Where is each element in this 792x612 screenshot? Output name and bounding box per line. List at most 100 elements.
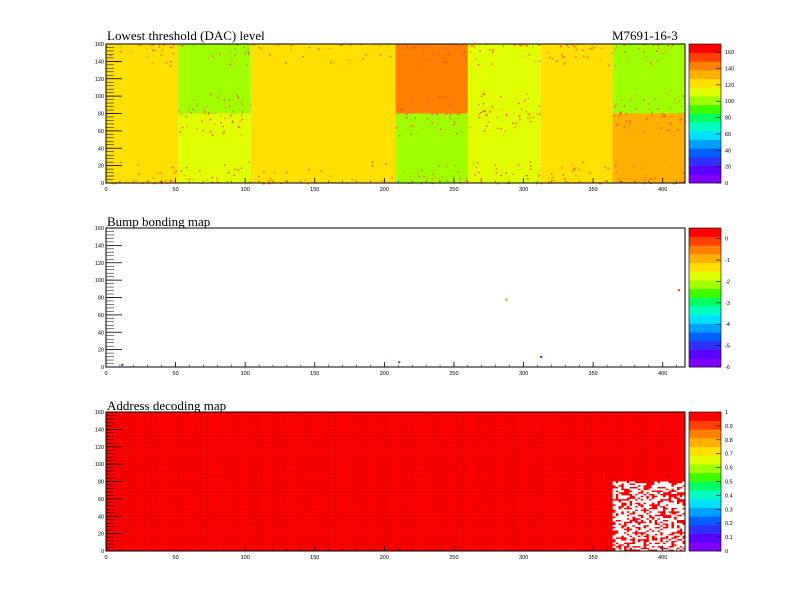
noise-pixel [527,113,530,116]
colorbar-tick-label: -5 [725,344,730,350]
noise-pixel [330,59,332,62]
noise-pixel [638,47,640,50]
noise-pixel [620,110,623,113]
missing-pixel [632,490,636,493]
missing-pixel [634,488,638,491]
missing-pixel [637,542,641,545]
noise-pixel [591,45,593,48]
colorbar-band [689,236,721,246]
noise-pixel [449,103,451,106]
noise-pixel [232,120,234,122]
missing-pixel [646,516,650,519]
noise-pixel [308,169,310,171]
noise-pixel [440,128,442,130]
noise-pixel [589,172,591,174]
colorbar-band [689,245,721,255]
missing-pixel [651,512,655,515]
noise-pixel [573,167,576,170]
missing-pixel [673,526,677,529]
noise-pixel [286,171,288,174]
noise-pixel [438,44,441,46]
noise-pixel [538,60,541,62]
missing-pixel [668,507,672,510]
missing-pixel [640,549,644,552]
noise-pixel [422,127,424,129]
missing-pixel [623,517,627,521]
missing-pixel [659,542,664,545]
noise-pixel [365,53,367,56]
noise-pixel [491,51,494,54]
missing-pixel [668,540,672,543]
noise-pixel [445,61,447,63]
colorbar-tick-label: 40 [725,148,731,154]
missing-pixel [634,484,638,488]
noise-pixel [482,92,484,95]
noise-pixel [165,179,167,182]
noise-pixel [184,174,186,177]
missing-pixel [634,528,638,531]
noise-pixel [560,167,563,169]
missing-pixel [654,547,658,550]
noise-pixel [530,165,532,167]
missing-pixel [673,484,677,488]
missing-pixel [643,516,647,519]
noise-pixel [146,56,149,58]
missing-pixel [634,495,638,498]
noise-pixel [613,114,615,117]
missing-pixel [615,500,619,503]
noise-pixel [549,56,551,59]
noise-pixel [189,178,191,180]
noise-pixel [454,165,456,167]
y-tick-label: 100 [95,278,104,284]
missing-pixel [673,530,677,533]
missing-pixel [668,544,672,547]
noise-pixel [512,173,514,176]
noise-pixel [349,44,351,47]
missing-pixel [612,490,616,493]
noise-pixel [424,59,426,61]
missing-pixel [634,540,638,543]
missing-pixel [640,545,644,548]
missing-pixel [657,498,661,501]
missing-pixel [662,488,666,491]
noise-pixel [215,177,218,179]
noise-pixel [308,46,311,49]
missing-pixel [651,544,655,547]
missing-pixel [654,483,658,486]
colorbar-band [689,446,721,456]
noise-pixel [206,179,208,181]
noise-pixel [210,93,212,95]
noise-pixel [241,111,244,113]
y-tick-label: 140 [95,59,104,65]
missing-pixel [646,542,650,545]
noise-pixel [151,49,154,51]
missing-pixel [623,533,627,536]
noise-pixel [561,166,563,168]
noise-pixel [607,167,609,170]
missing-pixel [643,512,647,515]
missing-pixel [682,514,686,517]
missing-pixel [629,533,633,536]
missing-pixel [612,514,616,517]
missing-pixel [626,500,630,503]
noise-pixel [170,61,172,63]
missing-pixel [673,549,677,552]
missing-pixel [657,488,661,491]
missing-pixel [671,535,675,538]
missing-pixel [673,523,677,526]
noise-pixel [262,182,265,185]
missing-pixel [637,498,641,501]
missing-pixel [657,531,661,534]
missing-pixel [665,528,669,531]
missing-pixel [662,483,666,486]
missing-pixel [654,516,658,519]
noise-pixel [674,97,676,100]
missing-pixel [673,505,677,508]
missing-pixel [623,519,627,522]
missing-pixel [651,488,655,491]
noise-pixel [386,44,388,46]
noise-pixel [240,134,243,136]
noise-pixel [410,133,413,135]
noise-pixel [623,44,625,46]
